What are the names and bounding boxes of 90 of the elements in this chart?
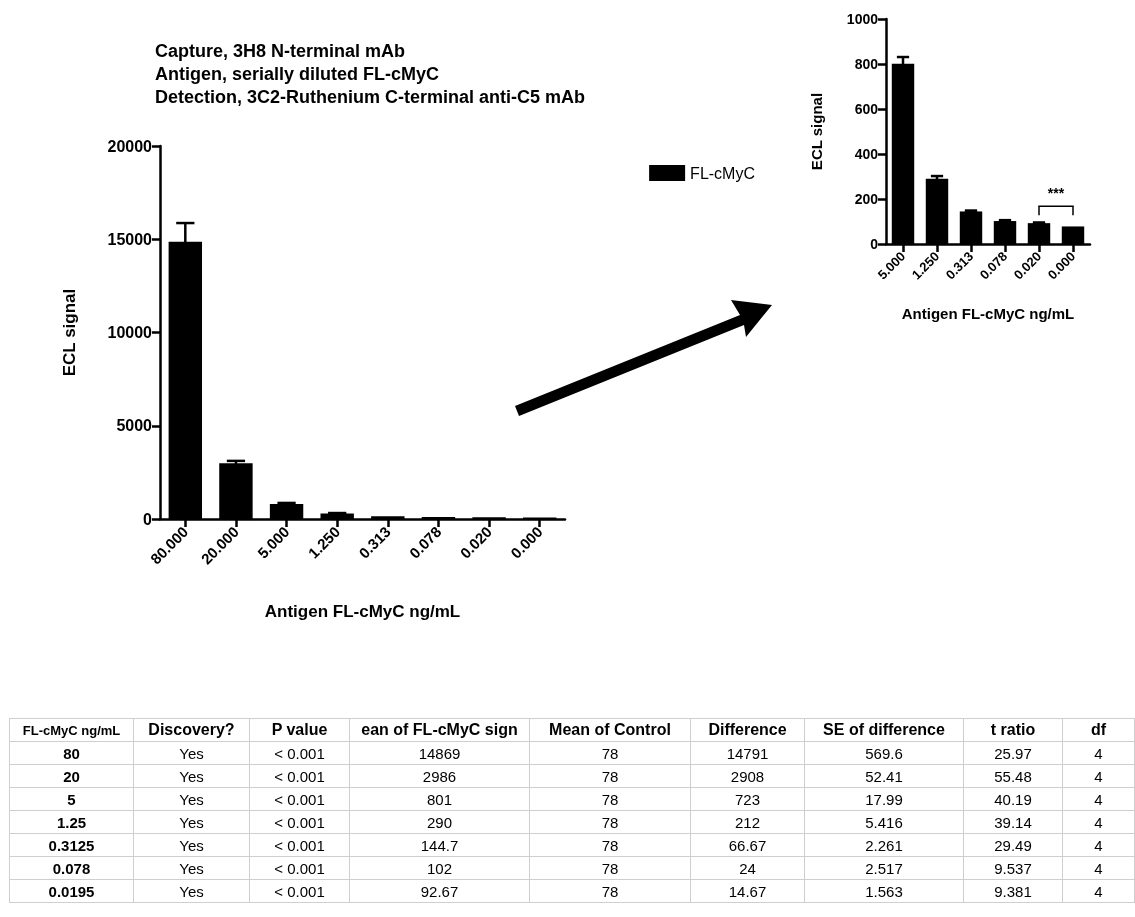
text: 29.49 [994, 836, 1032, 854]
text: Yes [179, 859, 204, 877]
text: 24 [739, 859, 756, 877]
y-tick-label: 15000 [107, 230, 153, 248]
text: 4 [1094, 882, 1103, 900]
y-axis-title: ECL signal [808, 92, 825, 171]
text: 25.97 [994, 744, 1032, 762]
text: 78 [601, 859, 619, 877]
y-tick-label: 10000 [107, 324, 153, 341]
text: 1.25 [56, 813, 87, 831]
y-tick-label: 20000 [107, 137, 153, 155]
x-axis-title: Antigen FL-cMyC ng/mL [901, 305, 1075, 322]
category-label: t ratio [963, 718, 1063, 742]
text: 4 [1094, 836, 1103, 854]
category-label: df [1062, 718, 1135, 742]
text: 78 [601, 744, 619, 762]
text: 5 [67, 790, 76, 808]
y-tick-label: 0 [870, 236, 879, 252]
text: 290 [426, 813, 453, 831]
chart-title: Capture, 3H8 N-terminal mAb Antigen, serially diluted FL-cMyC Detection, 3C2-Ruthenium C-terminal anti-C5 mAb [155, 40, 586, 107]
text: Yes [179, 790, 204, 808]
text: 17.99 [865, 790, 903, 808]
text: 14791 [726, 744, 769, 762]
legend-label: FL-cMyC [690, 164, 756, 182]
text: 4 [1094, 859, 1103, 877]
text: 78 [601, 813, 619, 831]
text: Yes [179, 836, 204, 854]
text: 0.0195 [48, 882, 95, 900]
text: 92.67 [420, 882, 459, 900]
y-tick-label: 800 [854, 56, 879, 72]
text: 4 [1094, 790, 1103, 808]
y-tick-label: 200 [854, 191, 879, 207]
text: 4 [1094, 813, 1103, 831]
text: 39.14 [994, 813, 1032, 831]
category-label: SE of difference [804, 718, 964, 742]
text: < 0.001 [274, 813, 325, 831]
text: 0.3125 [48, 836, 95, 854]
text: 9.381 [994, 882, 1032, 900]
text: 2908 [730, 767, 765, 785]
text: 14869 [418, 744, 461, 762]
text: < 0.001 [274, 836, 325, 854]
annotation: *** [1047, 185, 1065, 202]
text: 14.67 [728, 882, 767, 900]
y-tick-label: 5000 [116, 417, 153, 435]
category-label: FL-cMyC ng/mL [9, 718, 134, 742]
y-tick-label: 0 [143, 510, 153, 528]
text: 78 [601, 790, 619, 808]
text: 66.67 [728, 836, 767, 854]
text: 2986 [422, 767, 457, 785]
text: 0.078 [52, 859, 91, 877]
text: 801 [426, 790, 453, 808]
category-label: P value [249, 718, 350, 742]
text: 723 [734, 790, 761, 808]
text: 78 [601, 836, 619, 854]
text: < 0.001 [274, 859, 325, 877]
text: 9.537 [994, 859, 1032, 877]
text: Yes [179, 767, 204, 785]
text: < 0.001 [274, 767, 325, 785]
category-label: ean of FL-cMyC sign [349, 718, 530, 742]
text: 40.19 [994, 790, 1032, 808]
text: 78 [601, 767, 619, 785]
text: 2.261 [865, 836, 903, 854]
text: 2.517 [865, 859, 903, 877]
y-tick-label: 1000 [846, 11, 879, 27]
text: < 0.001 [274, 744, 325, 762]
text: 102 [426, 859, 453, 877]
text: 5.416 [865, 813, 903, 831]
text: < 0.001 [274, 790, 325, 808]
text: 212 [734, 813, 761, 831]
y-tick-label: 600 [854, 101, 879, 117]
category-label: Difference [690, 718, 805, 742]
text: 4 [1094, 767, 1103, 785]
text: 78 [601, 882, 619, 900]
y-axis-title: ECL signal [60, 288, 79, 377]
text: 569.6 [865, 744, 903, 762]
category-label: Mean of Control [529, 718, 691, 742]
text: Yes [179, 882, 204, 900]
text: 144.7 [420, 836, 459, 854]
text: 4 [1094, 744, 1103, 762]
text: 80 [63, 744, 80, 762]
text: 55.48 [994, 767, 1032, 785]
text: 1.563 [865, 882, 903, 900]
y-tick-label: 400 [854, 146, 879, 162]
x-axis-title: Antigen FL-cMyC ng/mL [264, 602, 461, 621]
text: Yes [179, 744, 204, 762]
text: 20 [63, 767, 80, 785]
text: < 0.001 [274, 882, 325, 900]
text: 52.41 [865, 767, 903, 785]
text: Yes [179, 813, 204, 831]
category-label: Discovery? [133, 718, 250, 742]
